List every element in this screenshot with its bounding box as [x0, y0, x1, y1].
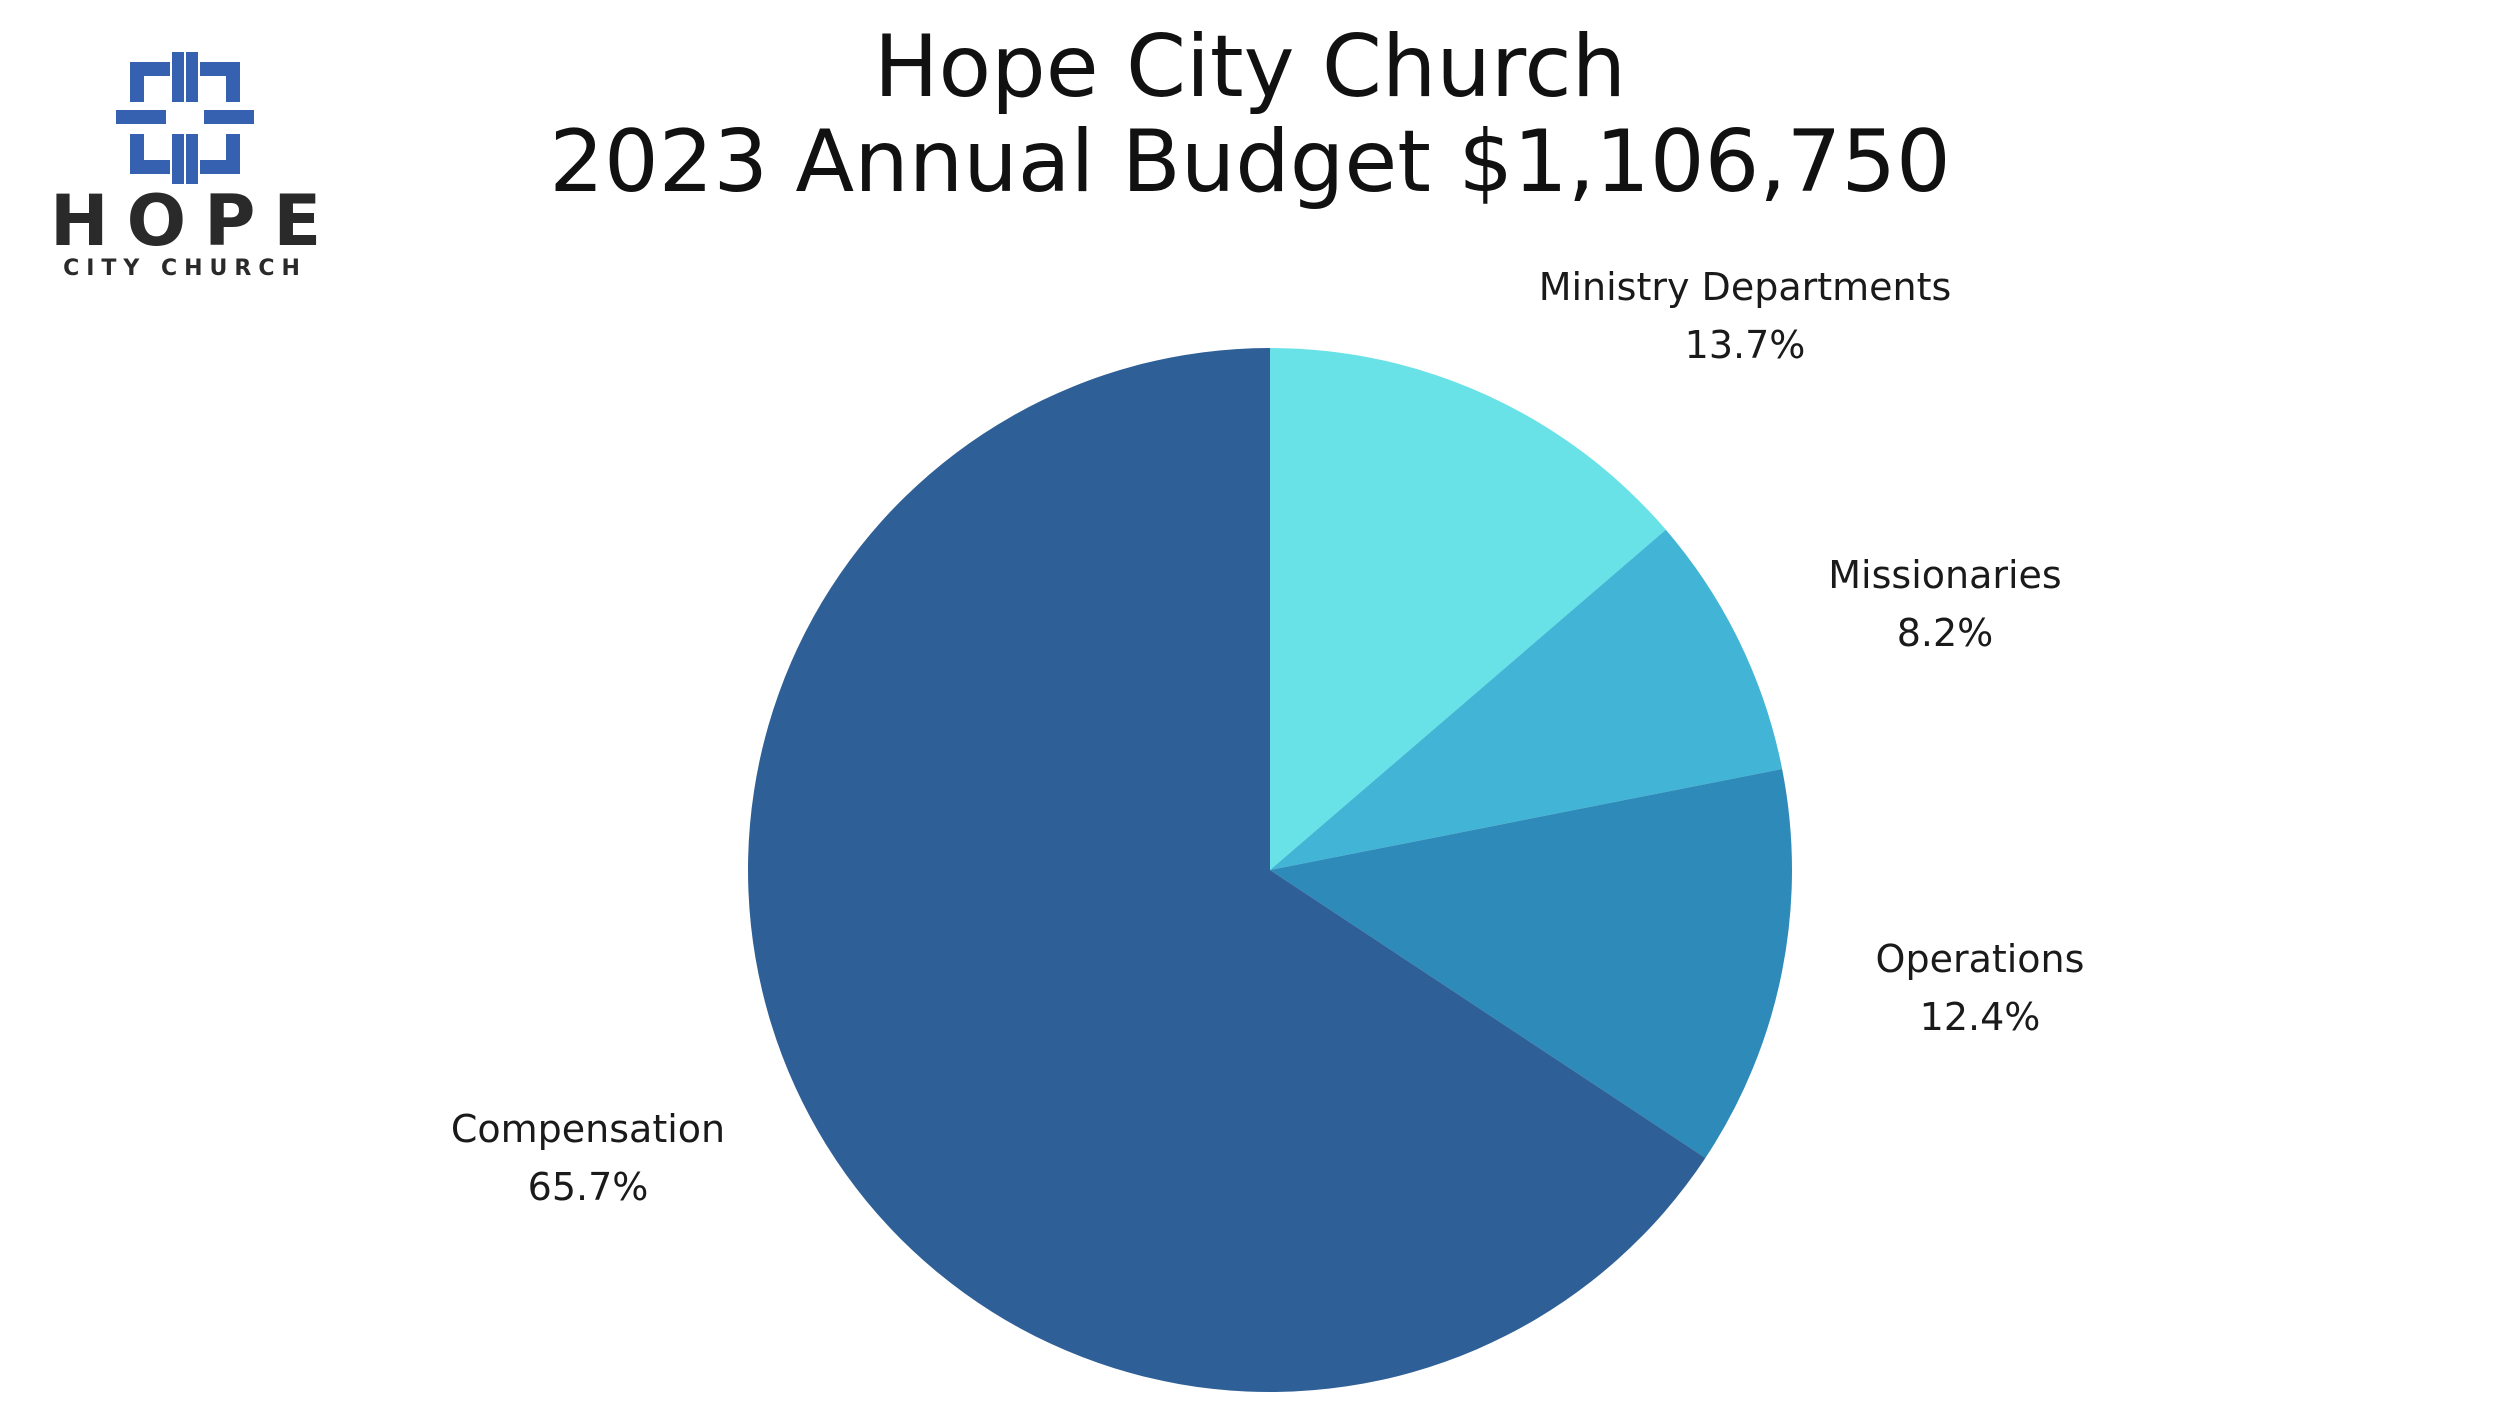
pie-slice-missionaries — [1270, 529, 1783, 870]
logo-word: HOPE — [50, 180, 340, 262]
chart-title: Hope City Church 2023 Annual Budget $1,1… — [250, 20, 2250, 210]
slice-label: Compensation — [451, 1107, 725, 1151]
title-line-1: Hope City Church — [873, 17, 1627, 117]
pie-slice-operations — [1270, 768, 1793, 1158]
logo-subword: CITY CHURCH — [63, 256, 307, 281]
slice-label: Ministry Departments — [1539, 265, 1952, 309]
slice-value-label: 8.2% — [1897, 611, 1994, 655]
cross-frame-icon — [116, 52, 254, 184]
slice-value-label: 65.7% — [528, 1165, 649, 1209]
slice-label: Operations — [1876, 937, 2085, 981]
slice-value-label: 12.4% — [1920, 995, 2041, 1039]
title-line-2: 2023 Annual Budget $1,106,750 — [549, 112, 1951, 212]
pie-slice-ministry-departments — [1270, 348, 1666, 870]
slice-label: Missionaries — [1828, 553, 2061, 597]
pie-slice-compensation — [748, 348, 1706, 1392]
church-logo: HOPE CITY CHURCH — [50, 52, 340, 292]
slice-value-label: 13.7% — [1685, 323, 1806, 367]
